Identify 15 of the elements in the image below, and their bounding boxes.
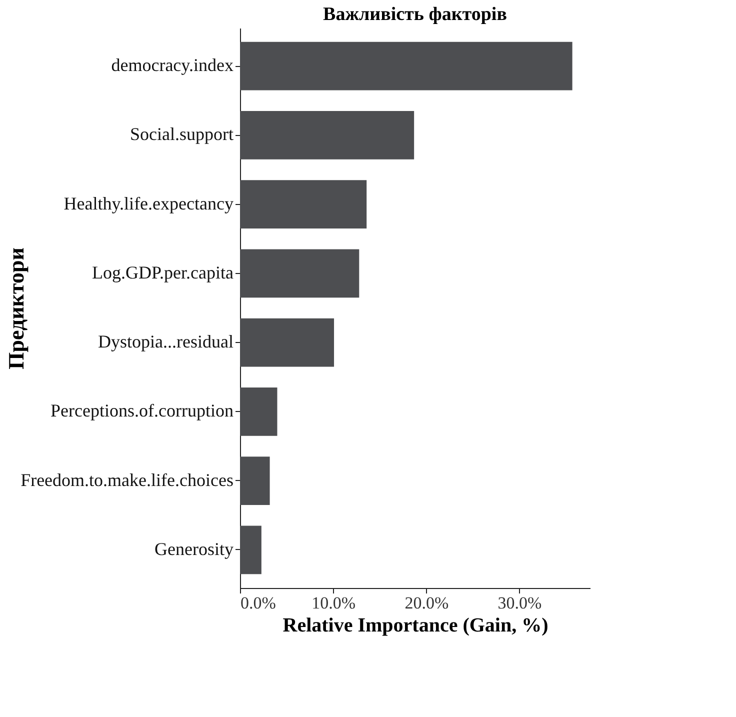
y-tick-label: Social.support bbox=[130, 124, 234, 144]
y-tick-label: Dystopia...residual bbox=[98, 332, 234, 352]
y-tick-label: democracy.index bbox=[111, 55, 234, 76]
x-tick-label: 30.0% bbox=[498, 594, 542, 612]
x-tick-label: 10.0% bbox=[312, 594, 356, 612]
y-tick-label: Generosity bbox=[154, 538, 234, 559]
y-tick-label: Perceptions.of.corruption bbox=[50, 400, 234, 421]
y-tick-label: Healthy.life.expectancy bbox=[64, 193, 234, 214]
y-axis-title: Предиктори bbox=[4, 247, 28, 370]
x-axis-title: Relative Importance (Gain, %) bbox=[282, 614, 548, 636]
y-tick-label: Freedom.to.make.life.choices bbox=[20, 470, 234, 490]
x-tick-label: 20.0% bbox=[404, 594, 449, 612]
y-tick-label: Log.GDP.per.capita bbox=[92, 262, 234, 282]
x-tick-label: 0.0% bbox=[240, 594, 276, 612]
chart-title: Важливість факторів bbox=[323, 4, 507, 25]
